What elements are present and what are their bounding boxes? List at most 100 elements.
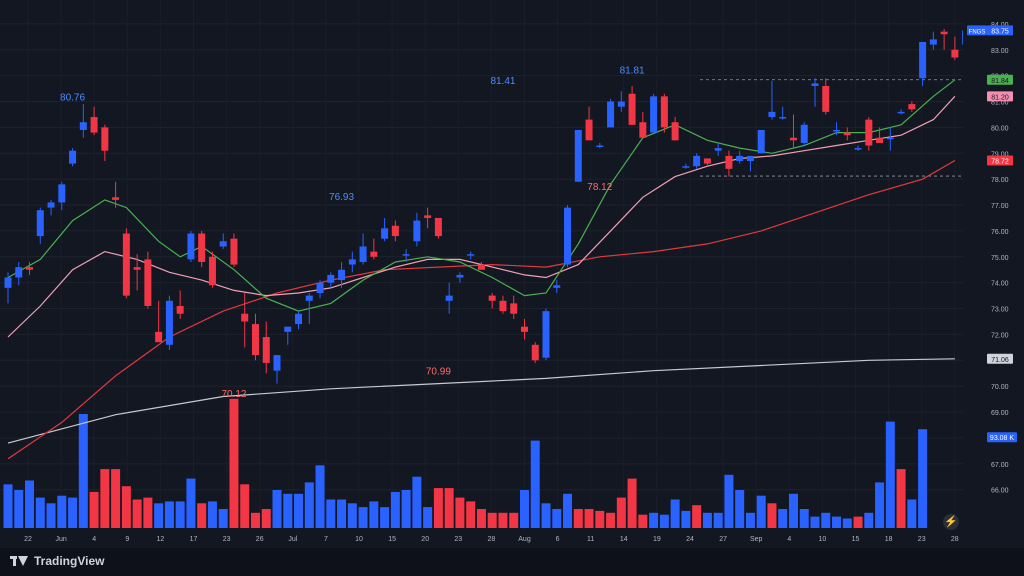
y-tick-label: 78.00 — [991, 177, 1009, 184]
candle-body — [165, 300, 173, 345]
candle-body — [144, 259, 152, 306]
x-tick-label: 9 — [125, 536, 129, 543]
candle-body — [208, 256, 216, 286]
x-tick-label: 28 — [488, 536, 496, 543]
volume-bar — [78, 414, 88, 528]
candle-body — [585, 119, 593, 141]
volume-bar — [100, 469, 110, 528]
candle-body — [929, 39, 937, 45]
price-scale-bg[interactable] — [963, 0, 1024, 548]
volume-bar — [659, 514, 669, 528]
candle-body — [833, 129, 841, 132]
volume-bar — [326, 499, 336, 528]
time-scale: 22 Jun 4 9 12 17 23 26 Jul 7 10 15 20 23 28 Aug 6 11 14 19 2… — [24, 536, 959, 543]
volume-bar — [164, 501, 174, 528]
volume-bar — [14, 490, 24, 528]
candle-body — [531, 344, 539, 361]
volume-bar — [638, 514, 648, 528]
candle-body — [133, 267, 141, 270]
candle-body — [176, 305, 184, 314]
volume-bar — [563, 493, 573, 528]
y-tick-label: 72.00 — [991, 332, 1009, 339]
volume-bar — [358, 507, 368, 528]
candle-body — [402, 254, 410, 256]
candle-body — [305, 295, 313, 301]
candle-body — [564, 207, 572, 265]
candle-body — [15, 267, 23, 278]
x-tick-label: 23 — [918, 536, 926, 543]
volume-bar — [175, 501, 185, 528]
volume-bar — [476, 509, 486, 528]
volume-bar — [810, 516, 820, 528]
volume-bar — [455, 497, 465, 528]
volume-bar — [681, 510, 691, 528]
candle-body — [574, 129, 582, 182]
y-tick-label: 69.00 — [991, 410, 1009, 417]
volume-bar — [627, 478, 637, 528]
volume-bar — [788, 493, 798, 528]
volume-bar — [692, 505, 702, 528]
candle-body — [90, 117, 98, 133]
candle-body — [822, 85, 830, 112]
volume-bar — [724, 474, 734, 528]
volume-bar — [401, 490, 411, 528]
volume-bar — [143, 497, 153, 528]
candle-body — [854, 148, 862, 150]
x-tick-label: 6 — [556, 536, 560, 543]
tradingview-logo-icon — [10, 555, 28, 567]
volume-bar — [207, 501, 217, 528]
candle-body — [112, 197, 120, 200]
volume-bar — [864, 512, 874, 528]
price-label-bg — [987, 25, 1013, 36]
volume-bar — [875, 482, 885, 528]
candle-body — [26, 267, 34, 270]
candle-body — [876, 137, 884, 143]
candle-body — [69, 150, 77, 164]
volume-bar — [509, 512, 519, 528]
candle-body — [811, 83, 819, 86]
x-tick-label: Aug — [518, 536, 531, 543]
candle-body — [79, 122, 87, 130]
volume-bar — [649, 512, 659, 528]
tradingview-brand[interactable]: TradingView — [10, 554, 104, 568]
candle-body — [542, 311, 550, 358]
x-tick-label: 22 — [24, 536, 32, 543]
candle-body — [198, 233, 206, 262]
y-tick-label: 79.00 — [991, 151, 1009, 158]
price-label-text: 71.06 — [991, 357, 1009, 364]
candle-body — [477, 264, 485, 270]
candle-body — [865, 119, 873, 146]
brand-name: TradingView — [34, 554, 105, 568]
candle-body — [467, 254, 475, 256]
candle-body — [155, 331, 163, 343]
volume-bar — [552, 509, 562, 528]
candle-body — [510, 303, 518, 314]
volume-bar — [132, 499, 142, 528]
lightning-icon[interactable]: ⚡ — [943, 514, 959, 530]
x-tick-label: 11 — [587, 536, 594, 543]
volume-bar — [606, 512, 616, 528]
volume-bar — [3, 484, 13, 528]
candle-body — [36, 210, 44, 237]
volume-bar — [885, 421, 895, 528]
candle-body — [273, 355, 281, 371]
candle-body — [639, 122, 647, 138]
volume-bar — [337, 499, 347, 528]
volume-bar — [584, 509, 594, 528]
volume-bar — [821, 512, 831, 528]
y-tick-label: 73.00 — [991, 307, 1009, 314]
volume-bar — [121, 486, 131, 528]
volume-bar — [767, 503, 777, 528]
candle-body — [951, 49, 959, 58]
candle-body — [488, 295, 496, 301]
y-tick-label: 77.00 — [991, 203, 1009, 210]
volume-bar — [423, 507, 433, 528]
candle-body — [617, 101, 625, 107]
volume-bar — [466, 501, 476, 528]
ma-pink-line — [7, 95, 956, 338]
candle-body — [757, 129, 765, 154]
candle-body — [789, 137, 797, 141]
volume-bar — [573, 509, 583, 528]
candle-body — [660, 96, 668, 128]
